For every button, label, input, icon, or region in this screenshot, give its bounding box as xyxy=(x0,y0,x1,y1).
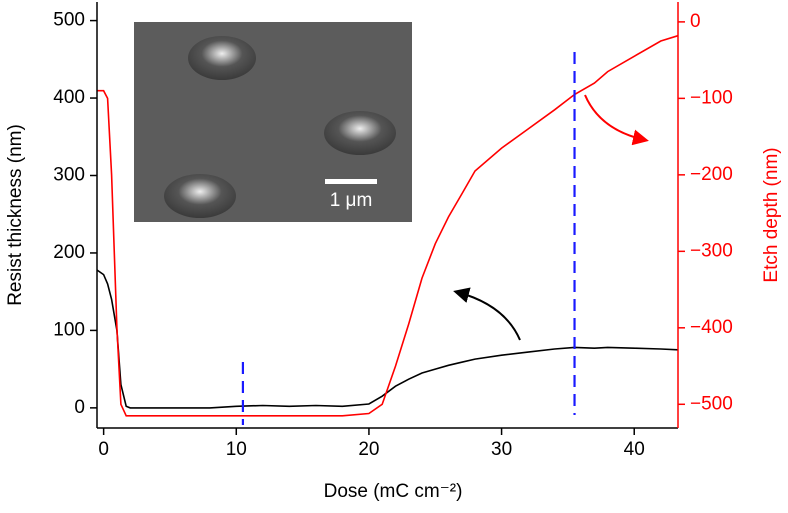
scale-label: 1 μm xyxy=(330,190,373,211)
y2-tick-label: −100 xyxy=(690,87,733,108)
y2-tick-label: −300 xyxy=(690,240,733,261)
y2-tick-label: −400 xyxy=(690,317,733,338)
y-tick-label: 200 xyxy=(53,242,85,263)
y-axis-label: Resist thickness (nm) xyxy=(5,124,26,306)
y2-tick-label: 0 xyxy=(690,11,701,32)
y2-tick-label: −200 xyxy=(690,164,733,185)
y-tick-label: 400 xyxy=(53,87,85,108)
arrow xyxy=(584,94,649,146)
y-tick-label: 300 xyxy=(53,165,85,186)
y-tick-label: 0 xyxy=(74,397,85,418)
x-tick-label: 0 xyxy=(98,439,109,460)
y-tick-label: 500 xyxy=(53,10,85,31)
x-axis-label: Dose (mC cm⁻²) xyxy=(324,481,463,502)
x-tick-label: 30 xyxy=(491,439,512,460)
data-line xyxy=(96,269,679,409)
x-tick-label: 40 xyxy=(624,439,645,460)
x-tick-label: 20 xyxy=(358,439,379,460)
y-tick-label: 100 xyxy=(53,319,85,340)
y2-tick-label: −500 xyxy=(690,393,733,414)
inset-image: 1 μm xyxy=(134,22,412,222)
x-tick-label: 10 xyxy=(226,439,247,460)
y2-axis-label: Etch depth (nm) xyxy=(761,147,782,282)
arrow xyxy=(453,287,521,341)
data-line xyxy=(97,34,679,417)
